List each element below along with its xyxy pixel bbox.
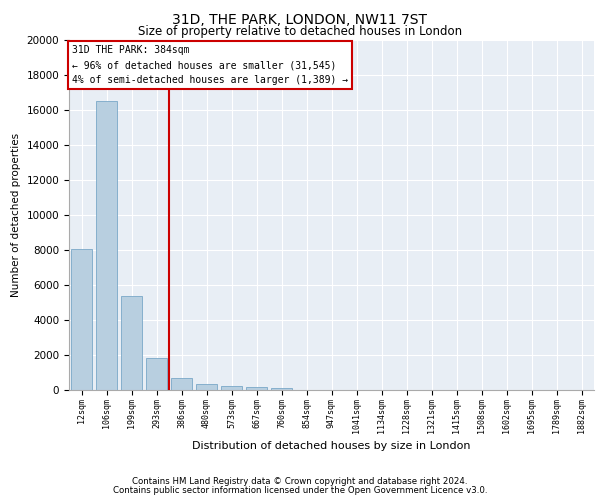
Bar [146,358,167,390]
Text: 31D THE PARK: 384sqm
← 96% of detached houses are smaller (31,545)
4% of semi-de: 31D THE PARK: 384sqm ← 96% of detached h… [71,46,348,85]
Text: Contains public sector information licensed under the Open Government Licence v3: Contains public sector information licen… [113,486,487,495]
Bar [246,387,267,390]
Text: Contains HM Land Registry data © Crown copyright and database right 2024.: Contains HM Land Registry data © Crown c… [132,477,468,486]
Text: Size of property relative to detached houses in London: Size of property relative to detached ho… [138,25,462,38]
Bar [221,386,242,390]
Bar [96,102,117,390]
Bar [71,249,92,390]
Text: 31D, THE PARK, LONDON, NW11 7ST: 31D, THE PARK, LONDON, NW11 7ST [173,12,427,26]
Bar [121,296,142,390]
Bar [196,384,217,390]
Bar [271,388,292,390]
X-axis label: Distribution of detached houses by size in London: Distribution of detached houses by size … [192,441,471,451]
Bar [171,378,192,390]
Y-axis label: Number of detached properties: Number of detached properties [11,133,21,297]
